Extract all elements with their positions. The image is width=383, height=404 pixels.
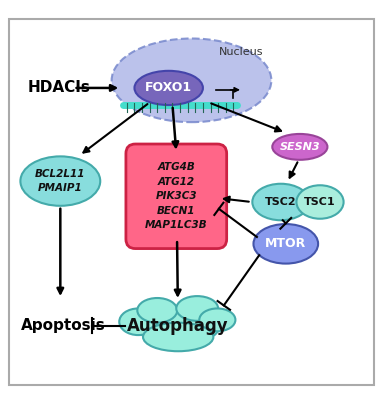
Ellipse shape: [296, 185, 344, 219]
Text: ATG4B
ATG12
PIK3C3
BECN1
MAP1LC3B: ATG4B ATG12 PIK3C3 BECN1 MAP1LC3B: [145, 162, 208, 230]
Ellipse shape: [112, 38, 271, 122]
Text: SESN3: SESN3: [280, 142, 320, 152]
Text: MTOR: MTOR: [265, 237, 306, 250]
Ellipse shape: [134, 71, 203, 105]
Ellipse shape: [254, 224, 318, 263]
Ellipse shape: [136, 307, 220, 345]
Ellipse shape: [119, 309, 157, 335]
Text: HDACIs: HDACIs: [28, 80, 91, 95]
Ellipse shape: [252, 184, 309, 220]
Ellipse shape: [137, 298, 177, 323]
Text: Autophagy: Autophagy: [128, 317, 229, 335]
Ellipse shape: [20, 156, 100, 206]
Ellipse shape: [176, 296, 218, 321]
Text: Nucleus: Nucleus: [219, 47, 263, 57]
FancyBboxPatch shape: [126, 144, 227, 248]
Text: FOXO1: FOXO1: [145, 82, 192, 95]
Text: Apoptosis: Apoptosis: [21, 318, 106, 333]
Text: BCL2L11
PMAIP1: BCL2L11 PMAIP1: [35, 170, 85, 193]
Ellipse shape: [199, 309, 236, 331]
Ellipse shape: [272, 134, 327, 160]
Ellipse shape: [143, 323, 213, 351]
Text: TSC2: TSC2: [265, 197, 297, 207]
Text: TSC1: TSC1: [304, 197, 336, 207]
